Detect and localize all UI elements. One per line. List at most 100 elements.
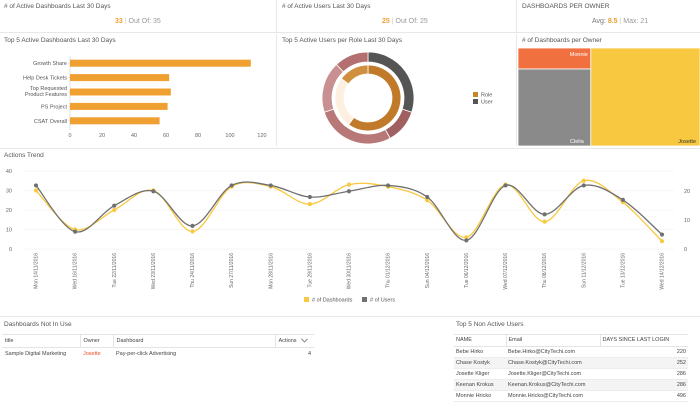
kpi-value-line: 25 | Out Of: 25 bbox=[382, 18, 428, 25]
data-point bbox=[503, 183, 508, 188]
y-tick-label-left: 20 bbox=[6, 208, 12, 214]
cell-name: Monnie Hricko bbox=[456, 393, 492, 399]
kpi-value-line: Avg: 8.5 | Max: 21 bbox=[592, 18, 648, 25]
non-active-users-panel: Top 5 Non Active Users NAME Email DAYS S… bbox=[452, 318, 700, 405]
x-tick-label: 80 bbox=[195, 133, 201, 139]
data-point bbox=[229, 183, 234, 188]
panel-title: Top 5 Active Dashboards Last 30 Days bbox=[4, 37, 116, 44]
legend-label: User bbox=[481, 100, 493, 106]
x-tick-label: Wed 07/12/2016 bbox=[503, 253, 509, 290]
x-tick-label: Thu 24/11/2016 bbox=[190, 253, 196, 288]
sort-desc-icon[interactable] bbox=[301, 338, 308, 343]
column-header-dashboard[interactable]: Dashboard bbox=[112, 334, 275, 348]
data-point bbox=[581, 183, 586, 188]
category-label: Growth Share bbox=[33, 61, 67, 67]
table-row[interactable]: Bebe Hirko Bebe.Hirko@CityTechi.com 220 bbox=[454, 346, 688, 358]
column-header-name[interactable]: NAME bbox=[456, 337, 472, 343]
dash-per-owner-panel: # of Dashboards per Owner Monnie Clelia Jo… bbox=[518, 34, 700, 146]
data-point bbox=[542, 212, 547, 217]
kpi-avg-label: Avg: bbox=[592, 18, 608, 25]
x-tick-label: Thu 08/12/2016 bbox=[542, 253, 548, 288]
cell-days-since-login: 252 bbox=[676, 360, 686, 366]
cell-dashboard: Pay-per-click Advertising bbox=[116, 351, 177, 357]
x-tick-label: Wed 30/11/2016 bbox=[347, 253, 353, 289]
data-point bbox=[425, 194, 430, 200]
panel-title: Top 5 Active Users per Role Last 30 Days bbox=[282, 37, 402, 44]
divider bbox=[0, 148, 700, 149]
not-in-use-panel: Dashboards Not In Use title Owner Dashbo… bbox=[0, 318, 440, 405]
top5-dashboards-panel: Top 5 Active Dashboards Last 30 Days 0 20… bbox=[0, 34, 276, 144]
kpi-out-of: Out Of: 35 bbox=[128, 18, 161, 25]
column-header-email[interactable]: Email bbox=[505, 334, 600, 347]
dash-per-owner-treemap: Monnie Clelia Josette bbox=[518, 47, 700, 146]
kpi-value: 33 bbox=[115, 18, 123, 25]
treemap-label: Clelia bbox=[570, 139, 585, 145]
column-header-actions[interactable]: Actions bbox=[274, 334, 314, 348]
data-point bbox=[307, 194, 312, 200]
legend-label: # of Users bbox=[370, 298, 395, 304]
data-point bbox=[542, 219, 547, 224]
category-label: Top Requested Product Features bbox=[25, 86, 67, 98]
data-point bbox=[73, 229, 78, 234]
panel-title: # of Dashboards per Owner bbox=[522, 37, 602, 44]
column-header-days-since-login[interactable]: DAYS SINCE LAST LOGIN bbox=[599, 334, 688, 347]
cell-owner[interactable]: Josette bbox=[83, 351, 101, 357]
y-tick-label-right: 0 bbox=[684, 247, 687, 253]
category-label: CSAT Overall bbox=[34, 119, 67, 125]
cell-name: Josette Kliger bbox=[456, 371, 490, 377]
x-tick-label: 60 bbox=[163, 133, 169, 139]
y-tick-label-right: 10 bbox=[684, 218, 690, 224]
table-row[interactable]: Keenan Krokus Keenan.Krokus@CityTechi.com… bbox=[454, 379, 688, 391]
x-tick-label: Mon 14/11/2016 bbox=[34, 253, 40, 289]
x-tick-label: 0 bbox=[68, 133, 71, 139]
x-tick-label: Wed 14/12/2016 bbox=[660, 253, 666, 290]
data-point bbox=[346, 182, 352, 187]
cell-email: Josette.Kliger@CityTechi.com bbox=[508, 371, 582, 377]
bar bbox=[70, 117, 160, 125]
table-row[interactable]: Monnie Hricko Monnie.Hricko@CityTechi.com… bbox=[454, 390, 688, 402]
data-point bbox=[151, 189, 156, 194]
table-header-row: title Owner Dashboard Actions bbox=[2, 334, 314, 348]
x-tick-label: Wed 16/11/2016 bbox=[73, 253, 79, 289]
top5-users-role-panel: Top 5 Active Users per Role Last 30 Days… bbox=[278, 34, 516, 144]
bar bbox=[70, 88, 171, 96]
non-active-users-table: NAME Email DAYS SINCE LAST LOGIN Bebe Hi… bbox=[454, 334, 688, 402]
column-header-title[interactable]: title bbox=[5, 338, 14, 344]
data-point bbox=[386, 183, 391, 188]
data-point bbox=[307, 202, 312, 207]
legend-swatch bbox=[473, 92, 478, 97]
column-header-owner[interactable]: Owner bbox=[79, 334, 113, 348]
y-tick-label-left: 30 bbox=[6, 189, 12, 195]
x-tick-label: Tue 22/11/2016 bbox=[112, 253, 118, 288]
x-tick-label: Tue 13/12/2016 bbox=[620, 253, 626, 288]
actions-trend-panel: Actions Trend 0 10 20 30 40 0 10 20 Mon 14/11/20… bbox=[0, 149, 700, 315]
cell-days-since-login: 220 bbox=[676, 349, 686, 355]
cell-days-since-login: 286 bbox=[676, 382, 686, 388]
table-row[interactable]: Chase Kostyk Chase.Kostyk@CityTechi.com 25… bbox=[454, 357, 688, 369]
category-label: PS Project bbox=[41, 104, 67, 110]
data-point bbox=[33, 188, 39, 193]
divider bbox=[0, 316, 700, 317]
x-tick-label: Sun 11/12/2016 bbox=[581, 253, 587, 288]
treemap-label: Monnie bbox=[570, 52, 588, 58]
cell-actions: 4 bbox=[307, 351, 311, 357]
category-label: Help Desk Tickets bbox=[23, 76, 67, 82]
legend-swatch bbox=[362, 297, 367, 302]
table-row[interactable]: Josette Kliger Josette.Kliger@CityTechi.c… bbox=[454, 368, 688, 380]
legend-swatch bbox=[473, 99, 478, 104]
kpi-value-line: 33 | Out Of: 35 bbox=[115, 18, 161, 25]
kpi-title: # of Active Dashboards Last 30 Days bbox=[4, 3, 111, 10]
x-tick-label: 40 bbox=[131, 133, 137, 139]
divider bbox=[516, 0, 517, 32]
legend-swatch bbox=[304, 297, 309, 302]
data-point bbox=[268, 183, 273, 188]
kpi-separator: | bbox=[122, 18, 129, 25]
kpi-separator: | bbox=[617, 18, 624, 25]
column-header-actions-label: Actions bbox=[278, 338, 297, 344]
data-point bbox=[464, 238, 469, 243]
treemap-cell bbox=[518, 68, 592, 146]
kpi-max: Max: 21 bbox=[623, 18, 649, 25]
cell-email: Chase.Kostyk@CityTechi.com bbox=[508, 360, 582, 366]
table-row[interactable]: Sample Digital Marketing Josette Pay-per… bbox=[2, 348, 314, 361]
x-tick-label: Sun 27/11/2016 bbox=[229, 253, 235, 288]
